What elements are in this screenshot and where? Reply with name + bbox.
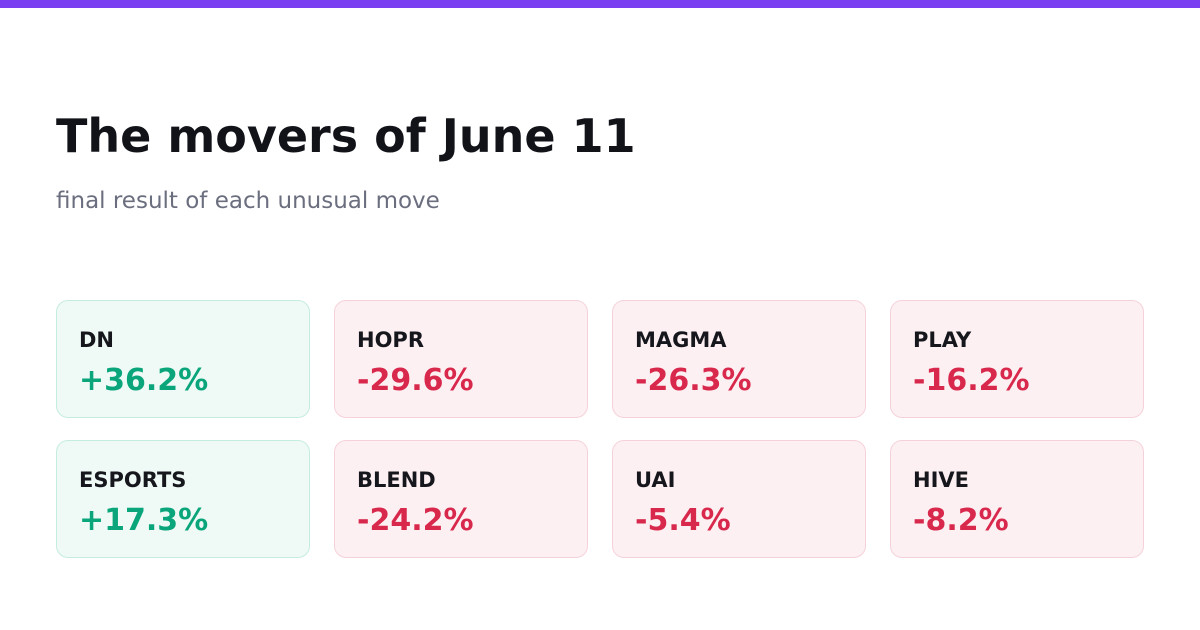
page-subtitle: final result of each unusual move — [56, 188, 440, 214]
ticker-symbol: BLEND — [357, 468, 436, 492]
percent-change: -16.2% — [913, 363, 1030, 398]
ticker-symbol: ESPORTS — [79, 468, 187, 492]
page-title: The movers of June 11 — [56, 109, 636, 163]
ticker-symbol: DN — [79, 328, 115, 352]
percent-change: -26.3% — [635, 363, 752, 398]
movers-grid: DN +36.2% HOPR -29.6% MAGMA -26.3% PLAY … — [56, 300, 1144, 558]
mover-card: HOPR -29.6% — [334, 300, 588, 418]
mover-card: PLAY -16.2% — [890, 300, 1144, 418]
percent-change: -8.2% — [913, 503, 1009, 538]
mover-card: DN +36.2% — [56, 300, 310, 418]
percent-change: -24.2% — [357, 503, 474, 538]
ticker-symbol: HIVE — [913, 468, 969, 492]
ticker-symbol: PLAY — [913, 328, 972, 352]
ticker-symbol: HOPR — [357, 328, 424, 352]
percent-change: -29.6% — [357, 363, 474, 398]
percent-change: -5.4% — [635, 503, 731, 538]
percent-change: +17.3% — [79, 503, 209, 538]
mover-card: HIVE -8.2% — [890, 440, 1144, 558]
ticker-symbol: UAI — [635, 468, 676, 492]
mover-card: ESPORTS +17.3% — [56, 440, 310, 558]
mover-card: UAI -5.4% — [612, 440, 866, 558]
percent-change: +36.2% — [79, 363, 209, 398]
accent-bar — [0, 0, 1200, 8]
mover-card: BLEND -24.2% — [334, 440, 588, 558]
mover-card: MAGMA -26.3% — [612, 300, 866, 418]
ticker-symbol: MAGMA — [635, 328, 727, 352]
